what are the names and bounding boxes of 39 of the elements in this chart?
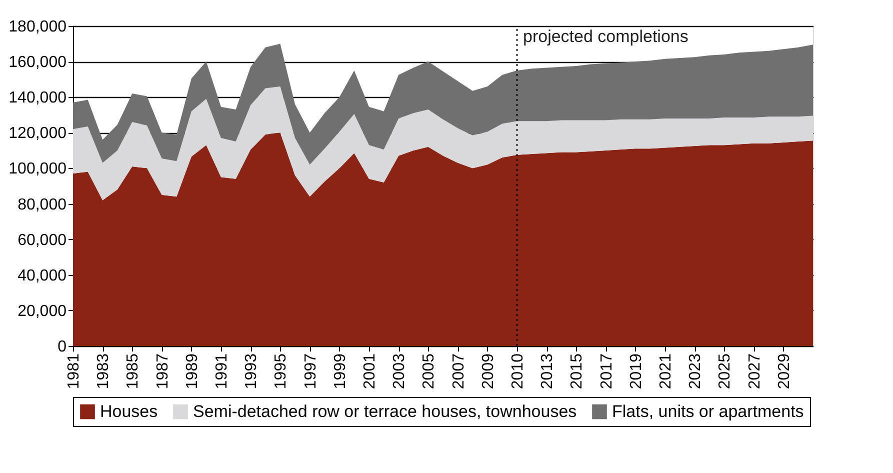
x-tick-label: 1983 [95,353,112,390]
legend-label: Semi-detached row or terrace houses, townhouses [193,402,577,421]
x-tick-label: 1981 [66,353,82,390]
x-tick-label: 2007 [450,353,468,390]
x-tick-label: 1985 [124,353,142,390]
x-tick-label: 1993 [243,353,260,390]
x-tick-label: 2027 [746,353,764,390]
y-tick-label: 120,000 [8,125,67,142]
x-tick-label: 1997 [302,353,320,390]
y-tick-label: 140,000 [8,90,67,107]
x-tick-label: 2025 [716,353,734,390]
x-tick-label: 1987 [154,353,172,390]
x-tick-label: 2019 [628,353,645,390]
y-tick-label: 20,000 [18,302,67,320]
y-tick-label: 180,000 [8,18,67,36]
y-tick-label: 160,000 [8,54,67,72]
x-tick-label: 2010 [510,353,526,390]
y-tick-label: 40,000 [18,267,67,284]
x-tick-label: 2023 [687,353,704,390]
legend-label: Flats, units or apartments [612,402,804,421]
y-tick-label: 80,000 [18,196,67,214]
x-tick-label: 2009 [480,353,497,390]
legend-label: Houses [100,402,158,421]
x-tick-label: 2005 [420,353,438,390]
x-tick-label: 2029 [776,353,793,390]
ref-line-label: projected completions [523,27,688,46]
x-tick-label: 1991 [214,353,230,390]
x-tick-label: 2003 [391,353,408,390]
x-tick-label: 1999 [332,353,349,390]
x-tick-label: 2001 [362,353,378,390]
x-tick-label: 2015 [568,353,586,390]
x-tick-label: 2013 [539,353,556,390]
x-tick-label: 1989 [184,353,201,390]
y-tick-label: 60,000 [18,232,67,249]
x-tick-label: 1995 [272,353,290,390]
y-tick-label: 0 [58,338,67,356]
x-tick-label: 2021 [658,353,674,390]
y-tick-label: 100,000 [8,160,67,178]
x-tick-label: 2017 [598,353,616,390]
